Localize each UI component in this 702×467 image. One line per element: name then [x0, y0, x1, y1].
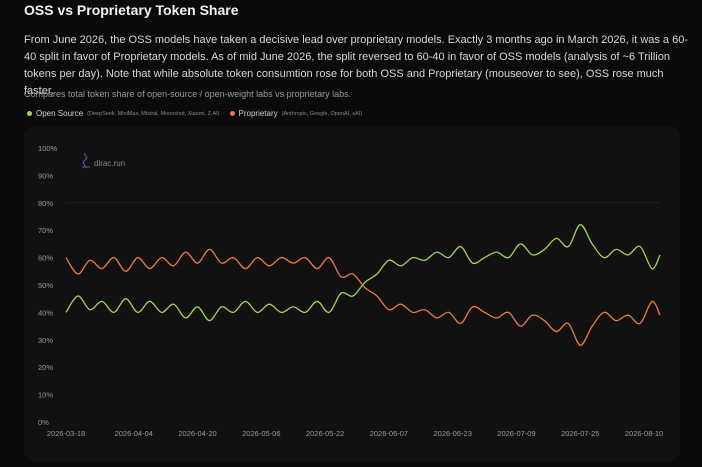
- x-tick-label: 2026-05-06: [242, 429, 280, 438]
- x-tick-label: 2026-07-09: [497, 429, 535, 438]
- legend-item-open-source[interactable]: Open Source (DeepSeek, MiniMax, Mistral,…: [27, 109, 220, 118]
- y-tick-label: 100%: [38, 144, 58, 153]
- x-tick-label: 2026-04-20: [178, 429, 216, 438]
- legend-note: (DeepSeek, MiniMax, Mistral, Moonshot, X…: [87, 110, 220, 117]
- y-tick-label: 50%: [38, 281, 53, 290]
- x-tick-label: 2026-07-25: [561, 429, 599, 438]
- y-tick-label: 0%: [38, 418, 49, 427]
- description: From June 2026, the OSS models have take…: [24, 34, 689, 97]
- x-tick-label: 2026-06-07: [370, 429, 408, 438]
- y-tick-label: 60%: [38, 254, 53, 263]
- legend-note: (Anthropic, Google, OpenAI, xAI): [281, 110, 363, 117]
- x-tick-label: 2026-06-23: [434, 429, 472, 438]
- page-title: OSS vs Proprietary Token Share: [24, 2, 239, 18]
- legend-label: Open Source: [36, 109, 84, 118]
- watermark-text: dirac.run: [94, 159, 125, 168]
- y-tick-label: 40%: [38, 308, 53, 317]
- legend-label: Proprietary: [238, 109, 278, 118]
- y-tick-label: 20%: [38, 363, 53, 372]
- legend-item-proprietary[interactable]: Proprietary (Anthropic, Google, OpenAI, …: [229, 109, 363, 118]
- y-tick-label: 10%: [38, 391, 53, 400]
- chart-card: 0% 10% 20% 30% 40% 50% 60% 70% 80% 90% 100% 2026-0…: [24, 126, 680, 462]
- line-chart[interactable]: 0% 10% 20% 30% 40% 50% 60% 70% 80% 90% 100% 2026-0…: [24, 126, 680, 462]
- y-tick-label: 90%: [38, 171, 53, 180]
- x-axis: 2026-03-18 2026-04-04 2026-04-20 2026-05-06…: [47, 429, 663, 438]
- x-tick-label: 2026-05-22: [306, 429, 344, 438]
- chart-legend: Open Source (DeepSeek, MiniMax, Mistral,…: [27, 109, 372, 118]
- series-line-proprietary[interactable]: [65, 248, 661, 346]
- y-tick-label: 70%: [38, 226, 53, 235]
- y-tick-label: 30%: [38, 336, 53, 345]
- x-tick-label: 2026-08-10: [625, 429, 663, 438]
- legend-dot-icon: [229, 111, 235, 116]
- watermark: dirac.run: [82, 152, 125, 169]
- series-line-open-source[interactable]: [65, 224, 661, 322]
- y-tick-label: 80%: [38, 199, 53, 208]
- dirac-logo-icon: [82, 152, 90, 169]
- chart-subtitle: Compares total token share of open-sourc…: [24, 89, 352, 99]
- series-lines: [65, 224, 661, 346]
- x-tick-label: 2026-03-18: [47, 429, 85, 438]
- y-axis: 0% 10% 20% 30% 40% 50% 60% 70% 80% 90% 100%: [38, 144, 58, 427]
- x-tick-label: 2026-04-04: [115, 429, 153, 438]
- legend-dot-icon: [27, 111, 32, 116]
